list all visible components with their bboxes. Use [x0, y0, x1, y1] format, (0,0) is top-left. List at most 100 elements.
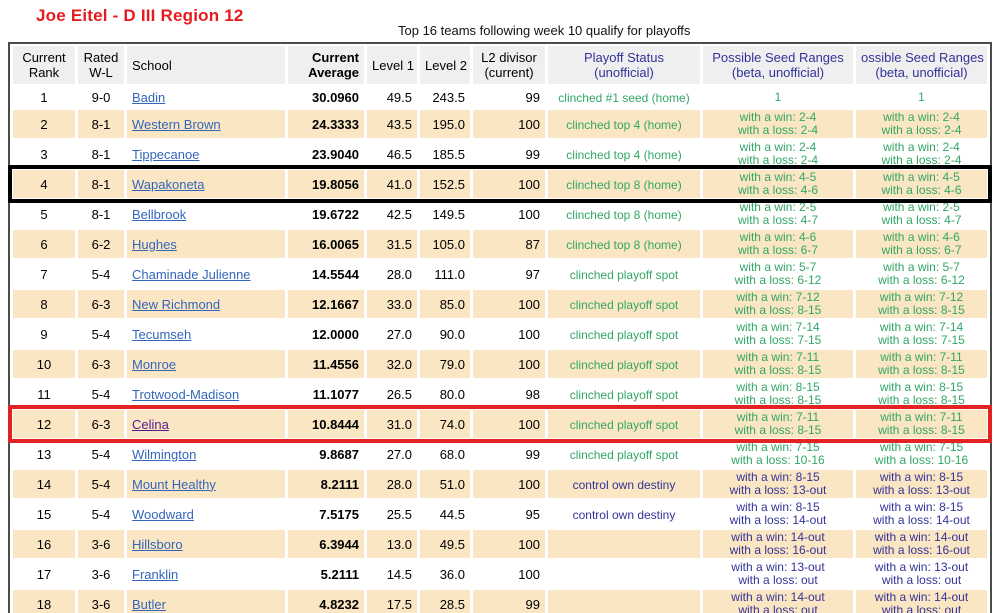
school-link[interactable]: Tecumseh [132, 326, 192, 342]
table-row: 3 8-1 Tippecanoe 23.9040 46.5 185.5 99 clinched… [13, 140, 987, 168]
rank-cell: 18 [13, 590, 75, 613]
school-link[interactable]: Woodward [132, 506, 194, 522]
school-link[interactable]: Western Brown [132, 116, 221, 132]
standings-table: Current Rank Rated W-L School Current Average L… [8, 42, 992, 613]
school-link[interactable]: Celina [132, 416, 169, 432]
seed-range-line: with a loss: 6-7 [737, 243, 819, 257]
seed-range-cell: with a win: 14-out with a loss: 16-out [703, 530, 853, 558]
seed-range-line: with a win: 5-7 [883, 260, 960, 274]
rank-cell: 7 [40, 266, 48, 282]
seed-range-cell: with a win: 2-5 with a loss: 4-7 [703, 200, 853, 228]
seed-range-line: with a loss: 8-15 [734, 363, 822, 377]
school-cell: Tecumseh [127, 320, 285, 348]
school-link[interactable]: New Richmond [132, 296, 221, 312]
divisor-cell: 100 [473, 410, 545, 438]
seed-range-line: with a win: 7-12 [879, 290, 964, 304]
seed-range-line: with a win: 13-out [731, 560, 825, 574]
record-cell: 6-3 [78, 350, 124, 378]
seed-range-cell-duplicate: with a win: 8-15 with a loss: 13-out [856, 470, 987, 498]
divisor-cell: 100 [473, 530, 545, 558]
playoff-status-text: clinched playoff spot [569, 387, 679, 402]
playoff-status-cell: clinched playoff spot [548, 410, 700, 438]
seed-range-cell-duplicate: with a win: 4-5 with a loss: 4-6 [856, 170, 987, 198]
seed-range-line: with a win: 8-15 [879, 500, 964, 514]
col-header-seed2: ossible Seed Ranges (beta, unofficial) [856, 46, 987, 84]
school-cell: Butler [127, 590, 285, 613]
school-link[interactable]: Bellbrook [132, 206, 187, 222]
average-cell: 10.8444 [288, 410, 364, 438]
col-header-line: (unofficial) [594, 65, 654, 80]
school-link[interactable]: Tippecanoe [132, 146, 200, 162]
table-row: 5 8-1 Bellbrook 19.6722 42.5 149.5 100 clinched… [13, 200, 987, 228]
playoff-status-cell: control own destiny [548, 470, 700, 498]
average-cell: 19.8056 [288, 170, 364, 198]
record-cell: 3-6 [78, 590, 124, 613]
school-link[interactable]: Franklin [132, 566, 179, 582]
seed-range-line: with a win: 13-out [874, 560, 969, 574]
school-link[interactable]: Chaminade Julienne [132, 266, 251, 282]
seed-range-cell: with a win: 8-15 with a loss: 13-out [703, 470, 853, 498]
col-header-status: Playoff Status (unofficial) [548, 46, 700, 84]
playoff-status-text: clinched #1 seed (home) [558, 90, 690, 105]
seed-range-line: with a win: 8-15 [736, 380, 820, 394]
playoff-status-cell: clinched top 4 (home) [548, 140, 700, 168]
seed-range-cell: with a win: 7-11 with a loss: 8-15 [703, 410, 853, 438]
col-header-line: Rated [83, 50, 119, 65]
seed-range-line: with a win: 7-12 [736, 290, 820, 304]
school-link[interactable]: Monroe [132, 356, 177, 372]
table-header: Current Rank Rated W-L School Current Average L… [13, 46, 987, 84]
playoff-status-cell: clinched top 4 (home) [548, 110, 700, 138]
seed-range-line: with a loss: 8-15 [734, 303, 822, 317]
level2-cell: 111.0 [434, 266, 465, 282]
school-link[interactable]: Hillsboro [132, 536, 183, 552]
level2-cell: 149.5 [432, 206, 465, 222]
seed-range-line: with a win: 5-7 [739, 260, 817, 274]
playoff-status-text: clinched playoff spot [569, 267, 679, 282]
seed-range-cell-duplicate: with a win: 5-7 with a loss: 6-12 [856, 260, 987, 288]
table-row: 17 3-6 Franklin 5.2111 14.5 36.0 100 with a win… [13, 560, 987, 588]
level2-cell: 105.0 [420, 230, 470, 258]
level1-cell: 32.0 [367, 350, 417, 378]
seed-range-line: with a loss: 13-out [873, 483, 970, 497]
seed-range-line: with a win: 8-15 [736, 500, 820, 514]
seed-range-cell: with a win: 13-out with a loss: out [703, 560, 853, 588]
playoff-status-cell: clinched playoff spot [548, 380, 700, 408]
seed-range-cell-duplicate: with a win: 7-12 with a loss: 8-15 [856, 290, 987, 318]
level2-cell: 44.5 [439, 506, 465, 522]
record-cell: 6-3 [78, 410, 124, 438]
playoff-status-cell: clinched playoff spot [548, 260, 700, 288]
school-link[interactable]: Trotwood-Madison [132, 386, 240, 402]
playoff-status-text: clinched playoff spot [569, 327, 679, 342]
seed-range-line: with a win: 2-4 [739, 140, 817, 154]
rank-cell: 5 [40, 206, 48, 222]
level2-cell: 51.0 [420, 470, 470, 498]
level2-cell: 36.0 [439, 566, 465, 582]
seed-range-cell: with a win: 4-5 with a loss: 4-6 [703, 170, 853, 198]
table-row: 18 3-6 Butler 4.8232 17.5 28.5 99 with a win: 1… [13, 590, 987, 613]
level2-cell: 85.0 [420, 290, 470, 318]
average-cell: 30.0960 [312, 89, 359, 105]
playoff-status-cell: clinched top 8 (home) [548, 200, 700, 228]
table-row: 16 3-6 Hillsboro 6.3944 13.0 49.5 100 with a wi… [13, 530, 987, 558]
school-link[interactable]: Badin [132, 89, 166, 105]
playoff-status-text: clinched top 8 (home) [566, 177, 682, 192]
col-header-level1: Level 1 [367, 46, 417, 84]
seed-range-line: 1 [918, 89, 925, 104]
seed-range-line: with a win: 7-11 [880, 350, 963, 364]
rank-cell: 15 [36, 506, 52, 522]
seed-range-line: with a win: 14-out [874, 590, 969, 604]
seed-range-line: with a loss: 16-out [873, 543, 970, 557]
table-row: 1 9-0 Badin 30.0960 49.5 243.5 99 clinched #1 s… [13, 86, 987, 108]
col-header-line: (current) [484, 65, 534, 80]
col-header-line: (beta, unofficial) [731, 65, 825, 80]
qualification-note: Top 16 teams following week 10 qualify f… [398, 23, 691, 38]
school-link[interactable]: Hughes [132, 236, 177, 252]
seed-range-line: with a loss: 4-6 [881, 183, 962, 197]
school-link[interactable]: Wapakoneta [132, 176, 205, 192]
school-link[interactable]: Wilmington [132, 446, 197, 462]
col-header-line: Average [308, 65, 359, 80]
school-link[interactable]: Butler [132, 596, 166, 612]
school-link[interactable]: Mount Healthy [132, 476, 216, 492]
table-row: 14 5-4 Mount Healthy 8.2111 28.0 51.0 100 contr… [13, 470, 987, 498]
